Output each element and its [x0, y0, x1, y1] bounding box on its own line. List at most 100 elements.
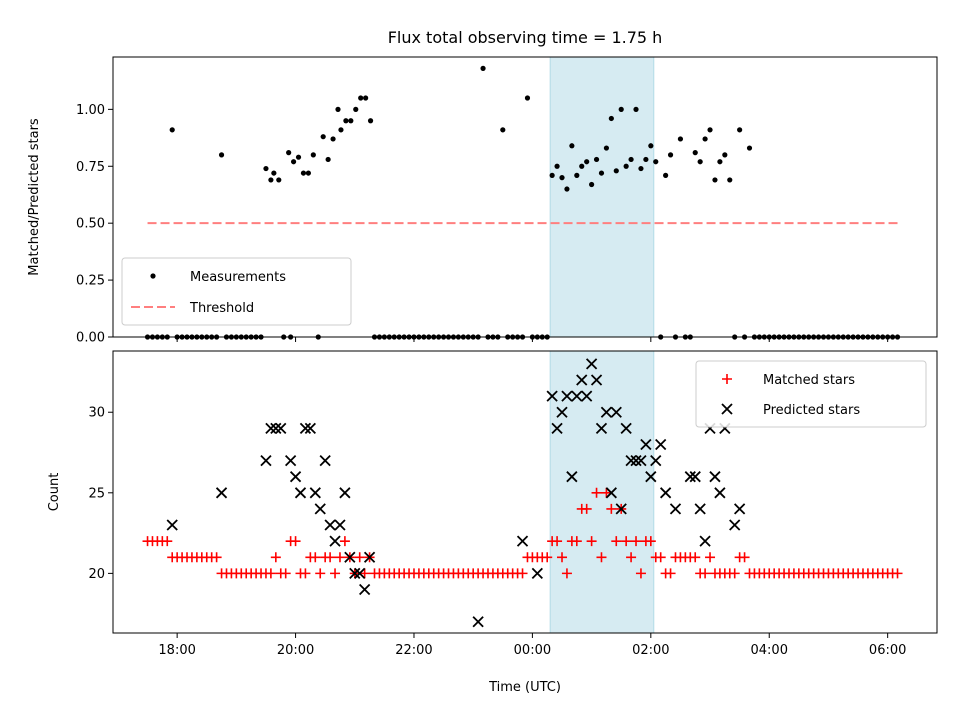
measurement-point	[598, 170, 605, 176]
chart-title: Flux total observing time = 1.75 h	[388, 28, 663, 47]
measurement-point	[633, 106, 639, 112]
x-axis-label: Time (UTC)	[488, 680, 561, 695]
predicted-star-point	[576, 374, 588, 386]
matched-star-point	[339, 536, 350, 547]
predicted-star-point	[349, 567, 361, 580]
matched-stars-points	[142, 487, 903, 579]
matched-star-point	[571, 536, 582, 547]
matched-star-point	[552, 536, 563, 547]
predicted-star-point	[294, 487, 307, 499]
measurement-point	[574, 172, 580, 178]
measurement-point	[579, 163, 585, 169]
matched-star-point	[892, 568, 903, 579]
predicted-star-point	[299, 422, 312, 434]
x-tick-label: 06:00	[869, 643, 906, 658]
matched-star-point	[325, 552, 336, 563]
predicted-star-point	[630, 454, 642, 467]
predicted-star-point	[585, 358, 598, 370]
matched-star-point	[586, 536, 597, 547]
predicted-star-point	[260, 454, 272, 467]
measurement-point	[335, 106, 341, 112]
predicted-star-point	[655, 438, 667, 451]
bottom-x-ticks: 18:00 20:00 22:00 00:00 02:00 04:00 06:00	[158, 633, 906, 658]
predicted-star-point	[324, 519, 336, 531]
matched-star-point	[265, 568, 276, 579]
predicted-star-point	[694, 503, 706, 515]
matched-star-point	[211, 552, 222, 563]
predicted-star-point	[531, 567, 543, 580]
top-highlight-span	[549, 56, 655, 338]
bottom-highlight-span	[549, 350, 655, 634]
bottom-y-tick-label: 25	[88, 486, 105, 501]
matched-star-point	[270, 552, 281, 563]
measurement-point	[707, 127, 713, 133]
matched-star-point	[300, 568, 311, 579]
measurement-point	[338, 127, 344, 133]
measurement-point	[702, 136, 708, 142]
predicted-star-point	[215, 487, 228, 499]
x-tick-label: 18:00	[158, 643, 195, 658]
measurement-point	[613, 168, 619, 174]
predicted-star-point	[304, 422, 317, 434]
predicted-star-point	[275, 422, 287, 434]
measurement-point	[367, 118, 374, 124]
predicted-star-point	[566, 471, 578, 483]
top-y-tick-label: 0.25	[76, 274, 105, 289]
matched-star-point	[626, 552, 637, 563]
predicted-star-point	[615, 503, 627, 515]
measurement-point	[290, 159, 297, 165]
matched-star-point	[631, 536, 642, 547]
matched-star-point	[557, 552, 568, 563]
measurement-point	[569, 143, 575, 149]
predicted-star-point	[329, 535, 341, 547]
predicted-star-point	[354, 567, 366, 580]
legend-threshold-label: Threshold	[189, 301, 254, 316]
top-legend-box	[121, 257, 352, 326]
matched-star-point	[334, 552, 345, 563]
bottom-axes-frame	[112, 350, 938, 634]
legend-matched-label: Matched stars	[763, 373, 855, 388]
predicted-star-point	[729, 519, 741, 531]
predicted-star-point	[284, 454, 297, 467]
legend-plus-glyph	[722, 374, 732, 384]
measurement-point	[712, 177, 718, 183]
legend-measurements-marker	[150, 273, 156, 279]
measurement-point	[643, 156, 649, 163]
measurement-point	[524, 95, 531, 101]
bottom-y-tick-label: 30	[88, 406, 105, 421]
matched-star-point	[359, 568, 370, 579]
matched-star-point	[354, 552, 365, 563]
top-axes-frame	[112, 56, 938, 338]
matched-star-point	[601, 487, 612, 498]
top-y-tick-label: 1.00	[76, 103, 105, 118]
predicted-star-point	[635, 454, 647, 467]
predicted-star-point	[684, 471, 696, 483]
predicted-star-point	[600, 406, 613, 418]
predicted-star-point	[516, 535, 529, 547]
predicted-star-point	[650, 454, 662, 467]
predicted-star-point	[334, 519, 346, 531]
predicted-star-point	[344, 551, 356, 563]
measurement-point	[722, 152, 728, 158]
measurement-point	[320, 134, 326, 140]
measurement-point	[677, 136, 684, 142]
measurement-point	[564, 186, 570, 192]
predicted-star-point	[561, 390, 573, 402]
measurement-point	[310, 152, 316, 158]
matched-star-point	[700, 568, 711, 579]
predicted-star-point	[645, 471, 657, 483]
predicted-stars-points	[166, 358, 746, 628]
x-tick-label: 00:00	[514, 643, 551, 658]
legend-x-glyph	[721, 403, 733, 415]
matched-star-point	[517, 568, 528, 579]
predicted-star-point	[714, 487, 726, 499]
measurement-point	[618, 106, 624, 112]
matched-star-point	[542, 552, 553, 563]
matched-star-point	[280, 568, 291, 579]
measurement-point	[353, 106, 359, 112]
matched-star-point	[655, 552, 666, 563]
measurement-point	[305, 170, 311, 176]
top-y-ticks: 0.00 0.25 0.50 0.75 1.00	[76, 103, 113, 346]
measurement-point	[628, 156, 634, 163]
